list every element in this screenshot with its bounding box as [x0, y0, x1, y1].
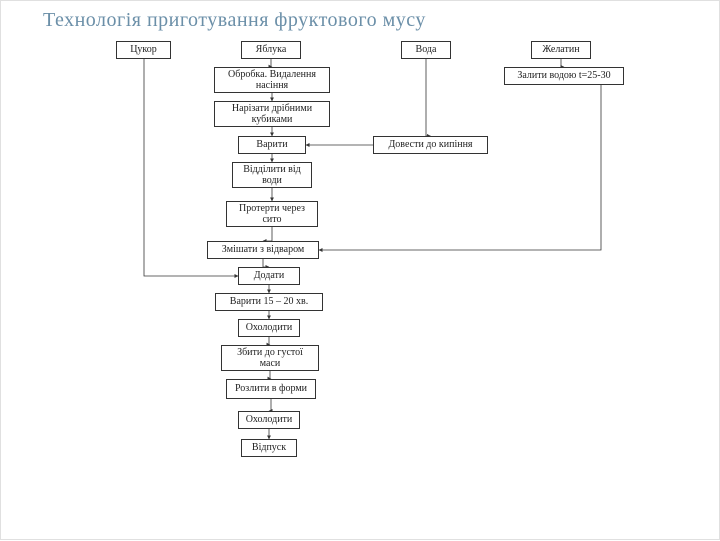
node-cut: Нарізати дрібними кубиками	[214, 101, 330, 127]
node-sugar: Цукор	[116, 41, 171, 59]
node-boil: Варити	[238, 136, 306, 154]
node-bring_boil: Довести до кипіння	[373, 136, 488, 154]
node-mix: Змішати з відваром	[207, 241, 319, 259]
node-boil15: Варити 15 – 20 хв.	[215, 293, 323, 311]
node-separate: Відділити від води	[232, 162, 312, 188]
node-water: Вода	[401, 41, 451, 59]
node-cool2: Охолодити	[238, 411, 300, 429]
node-whip: Збити до густої маси	[221, 345, 319, 371]
node-release: Відпуск	[241, 439, 297, 457]
page-title: Технологія приготування фруктового мусу	[43, 9, 426, 32]
node-gelatin: Желатин	[531, 41, 591, 59]
node-apples: Яблука	[241, 41, 301, 59]
node-cool1: Охолодити	[238, 319, 300, 337]
node-add: Додати	[238, 267, 300, 285]
node-pour_forms: Розлити в форми	[226, 379, 316, 399]
node-process: Обробка. Видалення насіння	[214, 67, 330, 93]
node-rub: Протерти через сито	[226, 201, 318, 227]
node-pour_water: Залити водою t=25-30	[504, 67, 624, 85]
